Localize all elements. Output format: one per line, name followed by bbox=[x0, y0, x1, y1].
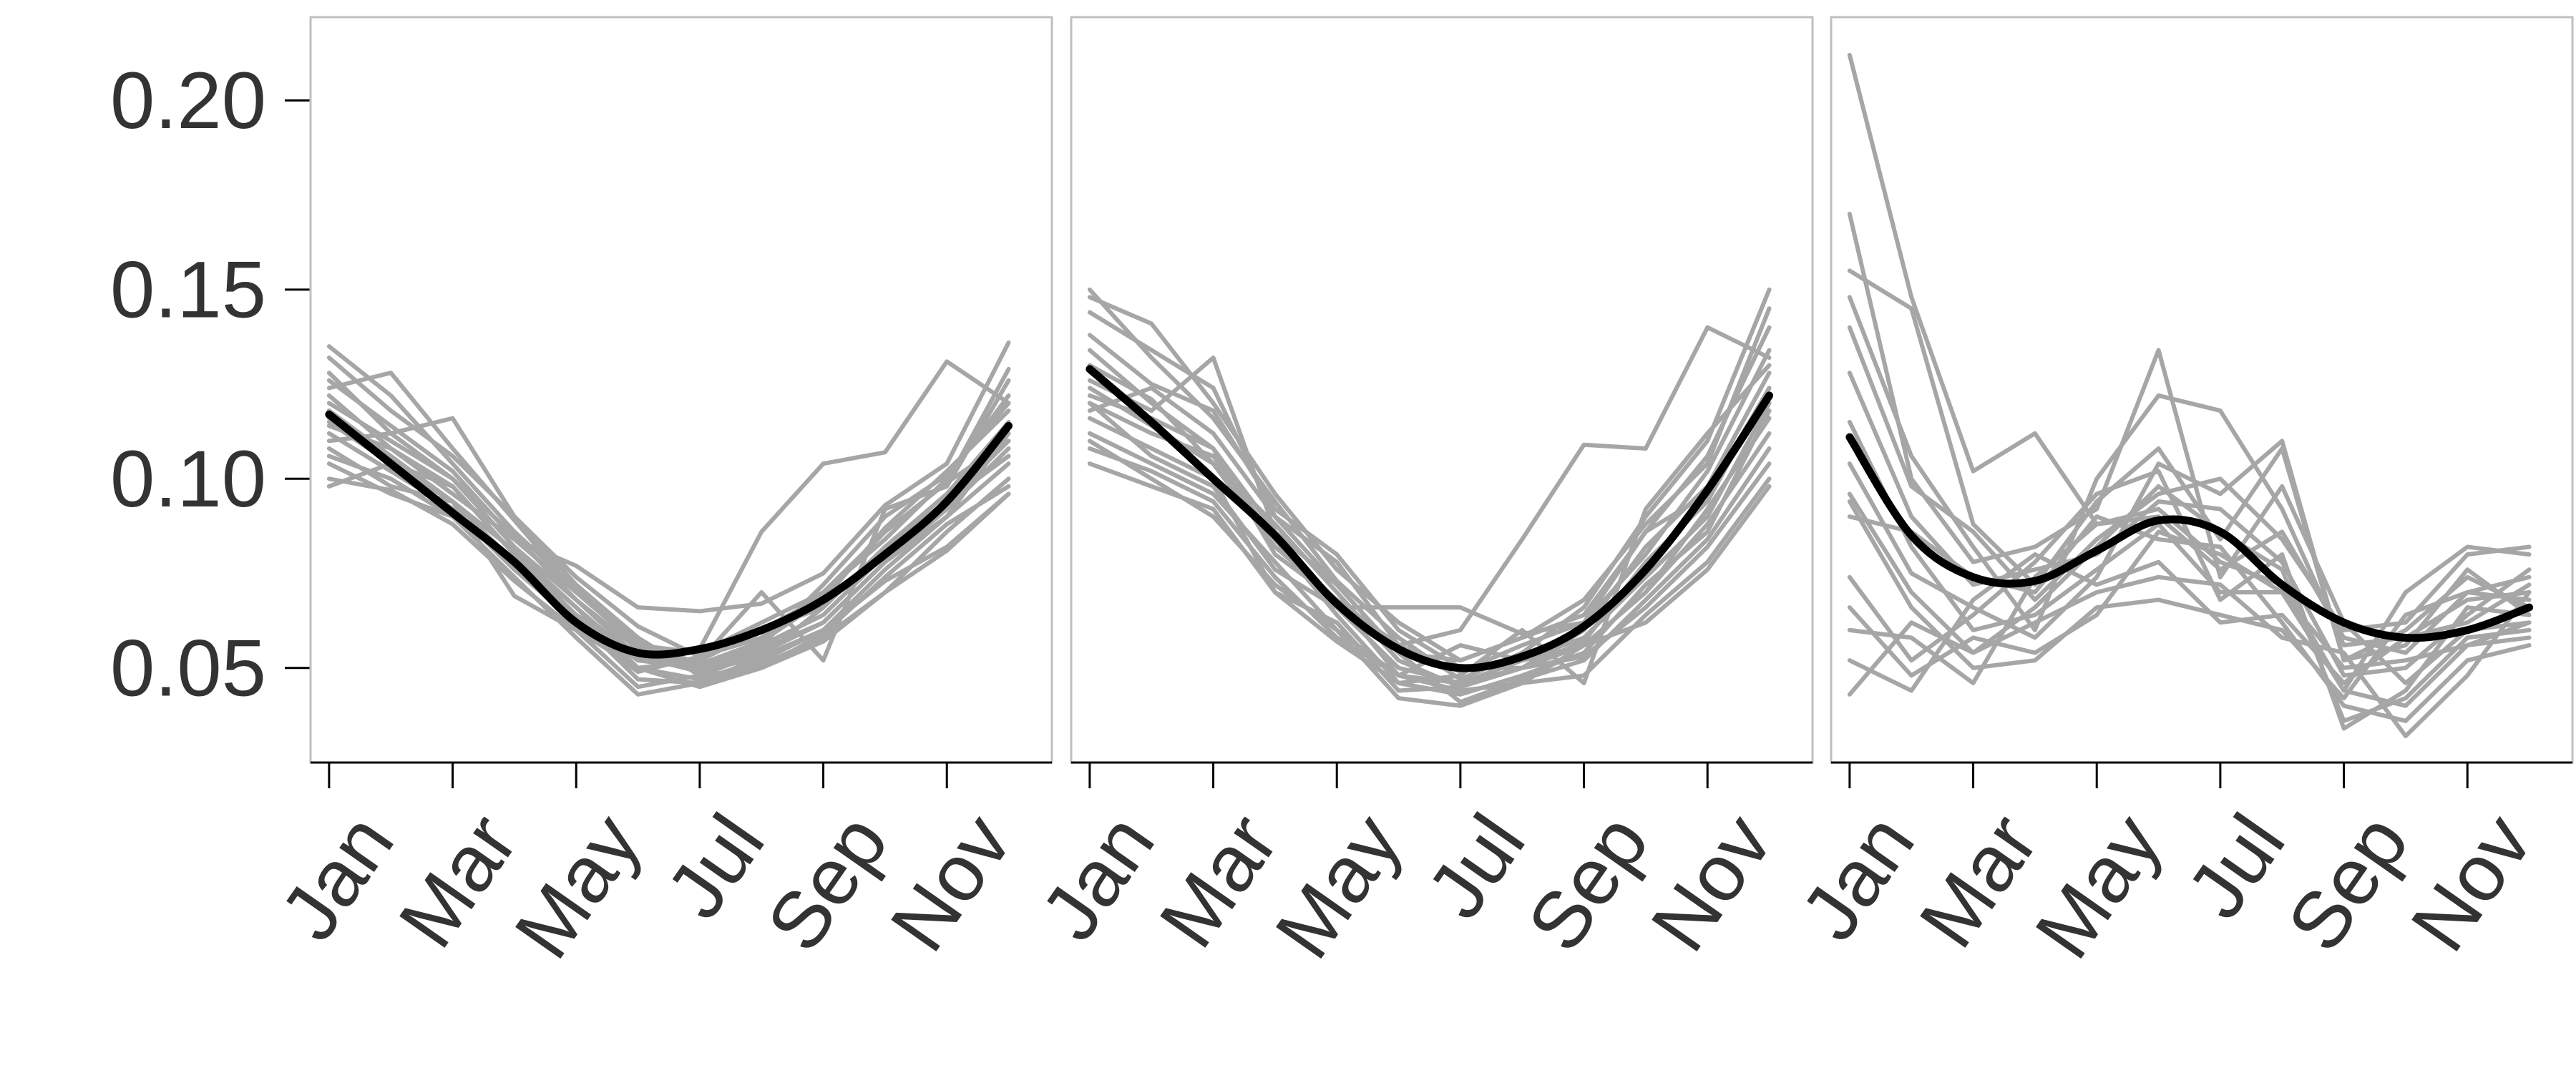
mean-line bbox=[1845, 433, 2534, 642]
series-line-11 bbox=[1087, 431, 1772, 708]
x-tick-label: Nov bbox=[873, 798, 1028, 966]
series-line-12 bbox=[1847, 529, 2532, 678]
x-tick-label: Sep bbox=[1511, 798, 1666, 966]
chart-panels: JanMarMayJulSepNovJanMarMayJulSepNovJanM… bbox=[263, 16, 2574, 974]
x-tick-label: May bbox=[1258, 798, 1418, 974]
series-line-18 bbox=[326, 378, 1011, 655]
x-tick-label: May bbox=[2018, 798, 2178, 974]
y-axis: 0.05 0.10 0.15 0.20 bbox=[110, 17, 312, 763]
x-tick-label: May bbox=[497, 798, 658, 974]
x-tick-label: Mar bbox=[1142, 798, 1294, 963]
series-line-8 bbox=[1847, 438, 2532, 663]
x-tick-label: Mar bbox=[381, 798, 534, 963]
series-line-15 bbox=[1847, 574, 2532, 738]
series-line-15 bbox=[326, 366, 1011, 663]
series-line-17 bbox=[1087, 416, 1772, 685]
x-tick-label: Mar bbox=[1902, 798, 2054, 963]
series-line-13 bbox=[1847, 506, 2532, 693]
series-line-12 bbox=[326, 461, 1011, 697]
y-tick-label: 0.05 bbox=[110, 623, 266, 712]
x-tick-label: Sep bbox=[750, 798, 905, 966]
x-tick-label: Nov bbox=[1634, 798, 1789, 966]
x-tick-label: Nov bbox=[2394, 798, 2549, 966]
series-line-4 bbox=[1847, 295, 2532, 648]
series-line-12 bbox=[1087, 386, 1772, 637]
x-tick-label: Jan bbox=[1784, 798, 1931, 956]
series-line-16 bbox=[1847, 499, 2532, 701]
x-tick-label: Sep bbox=[2270, 798, 2426, 966]
x-tick-label: Jan bbox=[1024, 798, 1171, 956]
series-line-14 bbox=[1087, 325, 1772, 648]
series-line-16 bbox=[1087, 306, 1772, 663]
series-line-4 bbox=[1087, 333, 1772, 670]
mean-line bbox=[1085, 365, 1774, 672]
series-line-13 bbox=[326, 340, 1011, 614]
series-line-14 bbox=[326, 476, 1011, 690]
y-tick-label: 0.10 bbox=[110, 434, 266, 524]
y-tick-label: 0.15 bbox=[110, 245, 266, 334]
x-tick-label: Jan bbox=[263, 798, 411, 956]
mean-line bbox=[325, 410, 1013, 659]
series-line-2 bbox=[1087, 295, 1772, 663]
y-tick-label: 0.20 bbox=[110, 56, 266, 145]
